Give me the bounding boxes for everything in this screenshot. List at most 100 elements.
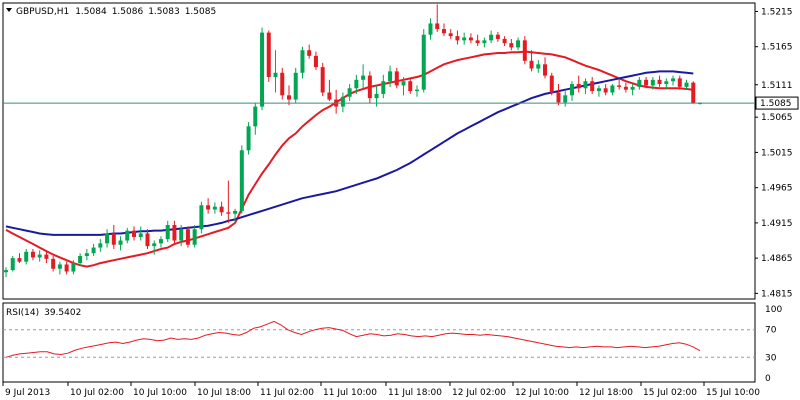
candle-bear: [691, 81, 696, 104]
candle-bull: [293, 67, 298, 104]
time-tick-label: 11 Jul 10:00: [323, 388, 377, 398]
candle-bear: [327, 79, 332, 101]
candle-body: [603, 88, 608, 93]
candle-body: [246, 126, 251, 151]
rsi-tick-label: 100: [765, 305, 782, 315]
price-tick-label: 1.5111: [761, 81, 793, 91]
candle-body: [401, 81, 406, 86]
candle-bull: [300, 46, 305, 79]
candle-body: [4, 270, 8, 273]
candle-body: [273, 72, 278, 77]
candle-bear: [307, 44, 312, 59]
candle-body: [206, 205, 211, 210]
candle-bear: [280, 67, 285, 100]
candle-body: [455, 36, 460, 41]
candle-bull: [684, 79, 689, 90]
candle-bull: [105, 229, 110, 248]
candle-bear: [226, 180, 231, 223]
candle-bear: [509, 38, 514, 51]
candle-bull: [192, 225, 197, 248]
candle-body: [509, 43, 514, 48]
time-tick-label: 9 Jul 2013: [5, 388, 50, 398]
candle-bear: [408, 78, 413, 94]
candle-body: [91, 247, 96, 254]
time-tick-label: 12 Jul 02:00: [452, 388, 506, 398]
candle-body: [260, 32, 265, 107]
candle-bear: [623, 82, 628, 93]
candle-body: [408, 81, 413, 92]
candle-bull: [671, 75, 676, 86]
time-tick-label: 15 Jul 02:00: [643, 388, 697, 398]
candle-body: [158, 239, 163, 244]
current-price-layer: 1.5085: [3, 96, 799, 110]
candle-body: [145, 233, 150, 247]
candle-bull: [165, 220, 170, 242]
chart-menu-icon[interactable]: [6, 8, 12, 12]
price-tick-label: 1.5015: [761, 148, 793, 158]
candle-body: [489, 34, 494, 41]
candles-layer: [4, 4, 702, 278]
candle-bear: [529, 50, 534, 72]
candle-bear: [266, 30, 271, 82]
candle-body: [610, 85, 615, 93]
candle-body: [118, 240, 123, 245]
candle-bull: [152, 240, 157, 255]
candle-body: [650, 79, 655, 86]
candle-bull: [253, 103, 258, 135]
candle-bull: [273, 50, 278, 93]
candle-bear: [320, 62, 325, 97]
price-axis: 1.5215 1.5165 1.5111 1.5065 1.5015 1.4965 1.49…: [755, 7, 793, 299]
candle-bull: [24, 248, 29, 265]
candle-bull: [98, 239, 103, 252]
candle-bull: [199, 201, 204, 234]
comma-sep: ,: [54, 7, 57, 17]
candle-bear: [495, 31, 500, 42]
candle-bull: [401, 77, 406, 96]
rsi-name-text: RSI(14): [6, 308, 39, 318]
candle-body: [138, 233, 143, 237]
candle-body: [448, 33, 453, 37]
candle-bull: [583, 78, 588, 94]
candle-bull: [340, 92, 345, 113]
candle-body: [590, 81, 595, 92]
time-tick-label: 10 Jul 02:00: [70, 388, 124, 398]
candle-bull: [630, 84, 635, 96]
candle-bear: [64, 261, 69, 275]
candle-body: [630, 86, 635, 90]
candle-bear: [475, 34, 480, 46]
candle-bear: [590, 77, 595, 94]
candle-bull: [610, 84, 615, 96]
candle-body: [543, 64, 548, 76]
candle-body: [179, 229, 184, 241]
candle-body: [684, 82, 689, 87]
candle-body: [617, 85, 622, 87]
candle-body: [172, 225, 177, 241]
candle-body: [78, 256, 83, 264]
candle-body: [300, 50, 305, 73]
candle-bull: [381, 74, 386, 99]
candle-body: [576, 84, 581, 89]
rsi-tick-label: 0: [765, 374, 771, 384]
candle-body: [529, 60, 534, 69]
candle-body: [64, 264, 69, 272]
candle-bear: [576, 75, 581, 93]
candle-bull: [125, 227, 130, 244]
price-tick-label: 1.4965: [761, 184, 793, 194]
candle-bear: [543, 57, 548, 79]
candle-bear: [286, 85, 291, 106]
candle-bull: [596, 85, 601, 97]
candle-body: [327, 92, 332, 100]
candle-body: [17, 258, 22, 262]
candle-bull: [260, 27, 265, 111]
candle-bull: [536, 60, 541, 73]
candle-bear: [657, 75, 662, 87]
time-axis: 9 Jul 2013 10 Jul 02:00 10 Jul 10:00 10 Jul…: [2, 382, 760, 398]
time-tick-label: 12 Jul 18:00: [579, 388, 633, 398]
current-price-tag: [755, 96, 799, 110]
candle-bear: [17, 253, 22, 264]
candle-bull: [428, 18, 433, 40]
candle-body: [421, 34, 426, 90]
candle-body: [132, 230, 137, 237]
candle-body: [495, 34, 500, 39]
